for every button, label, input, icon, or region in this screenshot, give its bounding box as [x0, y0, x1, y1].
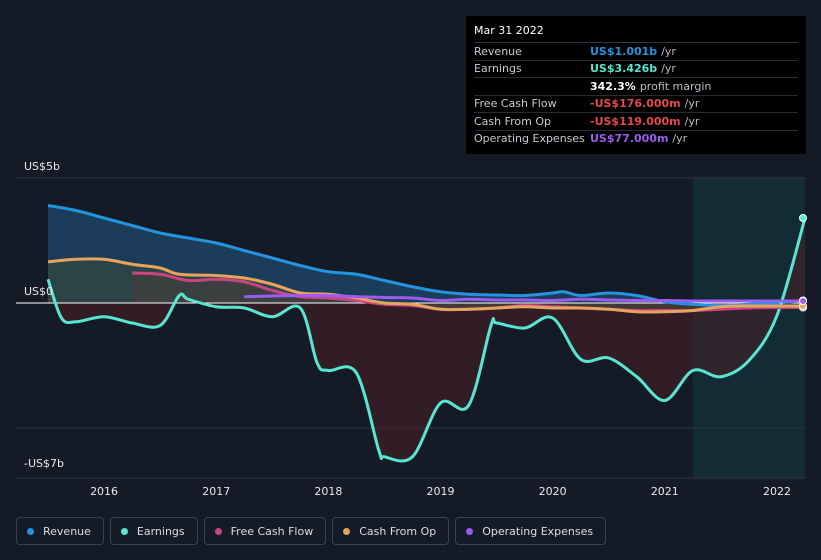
tooltip-row-unit: /yr: [684, 97, 700, 111]
y-tick-label: -US$7b: [24, 457, 64, 470]
series-fills: [48, 205, 806, 461]
series-line: [47, 204, 806, 307]
tooltip-row-unit: /yr: [684, 114, 700, 128]
legend-dot-icon: [27, 527, 34, 535]
tooltip-row: Operating Expenses US$77.000m/yr: [474, 131, 798, 148]
legend-item[interactable]: Earnings: [109, 517, 198, 545]
series-end-point: [799, 214, 807, 222]
legend-dot-icon: [214, 527, 222, 535]
tooltip-row: 342.3% profit margin: [474, 78, 798, 96]
tooltip-row-value: US$77.000m: [590, 132, 669, 146]
legend: Revenue Earnings Free Cash Flow Cash From O…: [16, 517, 607, 545]
tooltip-row: Free Cash Flow -US$176.000m/yr: [474, 96, 798, 113]
legend-dot-icon: [466, 527, 474, 535]
chart-area: US$5b US$0 -US$7b 2016 2017 2018 2019 2020 2021…: [16, 160, 807, 498]
legend-item[interactable]: Free Cash Flow: [203, 517, 327, 545]
tooltip-row-label: Revenue: [474, 44, 522, 58]
y-tick-label: US$0: [24, 285, 53, 298]
series-line: [46, 217, 807, 463]
legend-item-label: Operating Expenses: [482, 524, 594, 538]
legend-item-label: Cash From Op: [359, 524, 437, 538]
tooltip-row-value: US$1.001b: [590, 44, 658, 58]
series-lines: [16, 204, 807, 463]
tooltip-row-value: -US$176.000m: [590, 97, 681, 111]
tooltip-row-unit: /yr: [661, 62, 676, 76]
x-tick-label: 2022: [763, 485, 791, 498]
series-fill: [48, 258, 805, 312]
legend-item-label: Earnings: [136, 524, 185, 538]
tooltip-row-label: Operating Expenses: [474, 132, 585, 146]
tooltip-date: Mar 31 2022: [474, 24, 798, 43]
tooltip-row-label: Free Cash Flow: [474, 97, 557, 111]
tooltip-row-unit: /yr: [672, 132, 688, 146]
tooltip-row-unit: /yr: [661, 44, 676, 58]
x-tick-label: 2020: [539, 485, 567, 498]
x-axis-labels: 2016 2017 2018 2019 2020 2021 2022: [90, 485, 791, 498]
series-line: [244, 293, 805, 303]
tooltip-panel: Mar 31 2022 Revenue US$1.001b/yr Earnings U…: [466, 16, 806, 154]
legend-item[interactable]: Cash From Op: [332, 517, 450, 545]
tooltip-row: Earnings US$3.426b/yr: [474, 61, 798, 78]
tooltip-row: Cash From Op -US$119.000m/yr: [474, 113, 798, 131]
x-tick-label: 2019: [427, 485, 455, 498]
x-tick-label: 2017: [202, 485, 230, 498]
series-end-point: [799, 297, 807, 305]
series-line: [47, 257, 805, 314]
tooltip-row-unit: profit margin: [639, 79, 712, 93]
tooltip-row-label: Earnings: [474, 62, 522, 76]
legend-item-label: Revenue: [43, 524, 91, 538]
legend-item[interactable]: Operating Expenses: [455, 517, 607, 545]
tooltip-row-label: Cash From Op: [474, 114, 552, 128]
tooltip-row-value: 342.3%: [590, 79, 636, 93]
y-axis-labels: US$5b US$0 -US$7b: [24, 160, 64, 470]
x-tick-label: 2016: [90, 485, 118, 498]
y-tick-label: US$5b: [24, 160, 60, 173]
legend-dot-icon: [120, 527, 128, 535]
legend-dot-icon: [343, 527, 351, 535]
x-tick-label: 2018: [314, 485, 342, 498]
x-tick-label: 2021: [651, 485, 679, 498]
legend-item-label: Free Cash Flow: [230, 524, 314, 538]
tooltip-row-value: US$3.426b: [590, 62, 658, 76]
tooltip-row: Revenue US$1.001b/yr: [474, 43, 798, 61]
series-fill: [48, 218, 805, 461]
legend-item[interactable]: Revenue: [16, 517, 104, 545]
tooltip-row-value: -US$119.000m: [590, 114, 681, 128]
